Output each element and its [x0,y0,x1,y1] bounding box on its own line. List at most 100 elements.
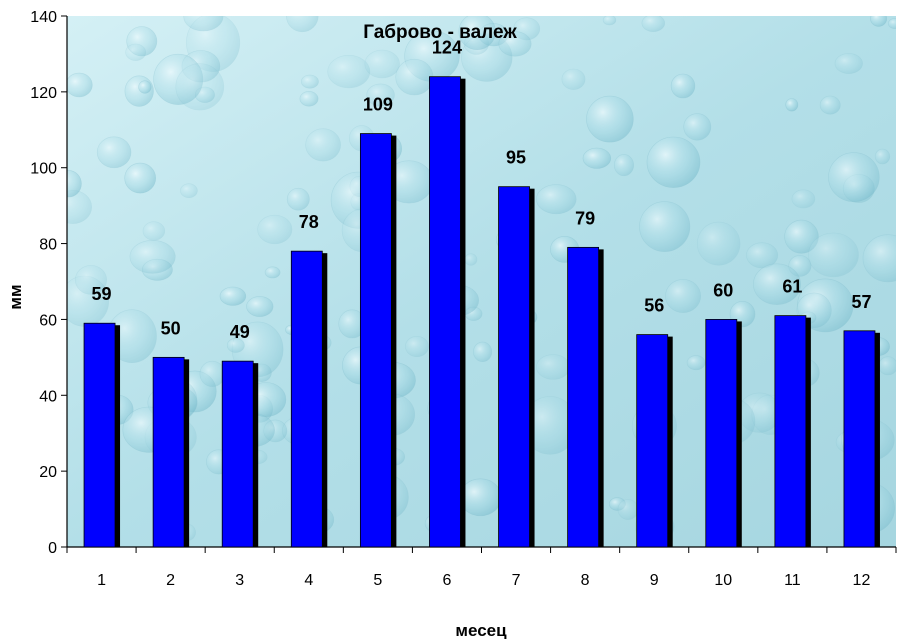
water-drop [464,253,478,266]
water-drop [142,221,166,241]
water-drop [819,95,841,115]
water-drop [75,265,108,295]
x-tick-label: 5 [373,572,382,589]
data-label: 109 [363,95,393,115]
y-axis-ticks: 0 20 40 60 80 100 120 140 [30,9,67,557]
water-drop [498,31,532,57]
water-drop [305,128,341,162]
water-drop [96,136,132,169]
water-drop [582,147,612,169]
x-tick-label: 10 [714,572,732,589]
x-tick-label: 4 [304,572,313,589]
water-drop [199,360,226,387]
data-label: 124 [432,38,462,58]
water-drop [129,239,176,274]
bar-month-4 [290,250,323,548]
water-drop [696,221,741,266]
water-drop [561,68,586,90]
data-label: 49 [230,322,250,342]
water-drop [175,63,225,111]
data-label: 56 [644,296,664,316]
water-drop [785,98,799,112]
water-drop [459,478,502,517]
water-drop [183,16,224,32]
bar-month-2 [152,356,185,548]
bar-series [83,76,880,548]
x-tick-label: 6 [443,572,452,589]
y-tick-label: 140 [30,9,57,26]
y-tick-label: 80 [39,237,57,254]
water-drop [646,136,701,188]
y-tick-label: 20 [39,464,57,481]
water-drop [828,152,880,203]
y-tick-label: 120 [30,85,57,102]
water-drop [300,74,319,89]
water-drop [613,154,634,177]
water-drop [366,83,395,107]
water-drop [257,214,293,245]
x-axis-ticks: 1 2 3 4 5 6 7 8 9 10 11 12 [66,547,897,589]
bar-month-7 [498,186,530,548]
water-drop [888,18,896,29]
water-drop [862,234,896,283]
data-label: 78 [299,212,319,232]
water-drop [639,201,691,252]
water-drop [473,341,493,363]
bar-month-10 [705,319,738,548]
x-tick-label: 11 [784,572,801,589]
water-drops-texture [67,16,896,547]
water-drop [753,263,801,305]
bar-month-9 [636,334,669,548]
water-drop [784,219,819,254]
water-drop [791,189,816,209]
water-drop [405,335,429,357]
water-drop [219,286,247,306]
x-tick-label: 1 [97,572,106,589]
y-tick-label: 60 [39,312,57,329]
water-drop [299,91,319,107]
water-drop [686,355,706,371]
bar-month-1 [83,322,116,548]
bar-month-6 [429,76,461,548]
water-drop [124,162,156,194]
bar-month-5 [359,133,392,548]
x-tick-label: 8 [581,572,590,589]
bar-month-12 [843,330,876,548]
data-label: 79 [575,208,595,228]
data-label: 60 [713,280,733,300]
water-drop [870,16,887,27]
x-axis-title: месец [455,621,507,639]
water-drop [395,58,434,96]
water-drop [180,183,198,198]
x-tick-label: 9 [650,572,659,589]
data-labels: 59 50 49 78 109 124 95 79 56 60 61 57 [92,38,872,342]
water-drop [327,54,371,89]
water-drop [246,296,274,317]
bar-month-8 [567,246,600,548]
y-axis-title: мм [6,284,25,309]
water-drop [138,80,152,94]
bar-month-11 [774,315,807,548]
water-drop [536,184,577,215]
y-tick-label: 100 [30,161,57,178]
data-label: 57 [851,292,871,312]
water-drop [808,232,859,278]
water-drop [683,113,712,141]
water-drop [67,72,93,98]
water-drop [586,95,634,143]
y-tick-label: 0 [48,540,57,557]
water-drop [670,73,696,99]
water-drop [878,356,896,376]
y-tick-label: 40 [39,388,57,405]
water-drop [536,354,571,380]
water-drop [874,148,891,165]
water-drop [286,16,319,33]
x-tick-label: 2 [166,572,175,589]
water-drop [125,43,147,61]
x-tick-label: 3 [235,572,244,589]
water-drop [834,53,863,74]
bar-month-3 [221,360,254,548]
data-label: 50 [161,318,181,338]
chart-title: Габрово - валеж [363,22,517,43]
